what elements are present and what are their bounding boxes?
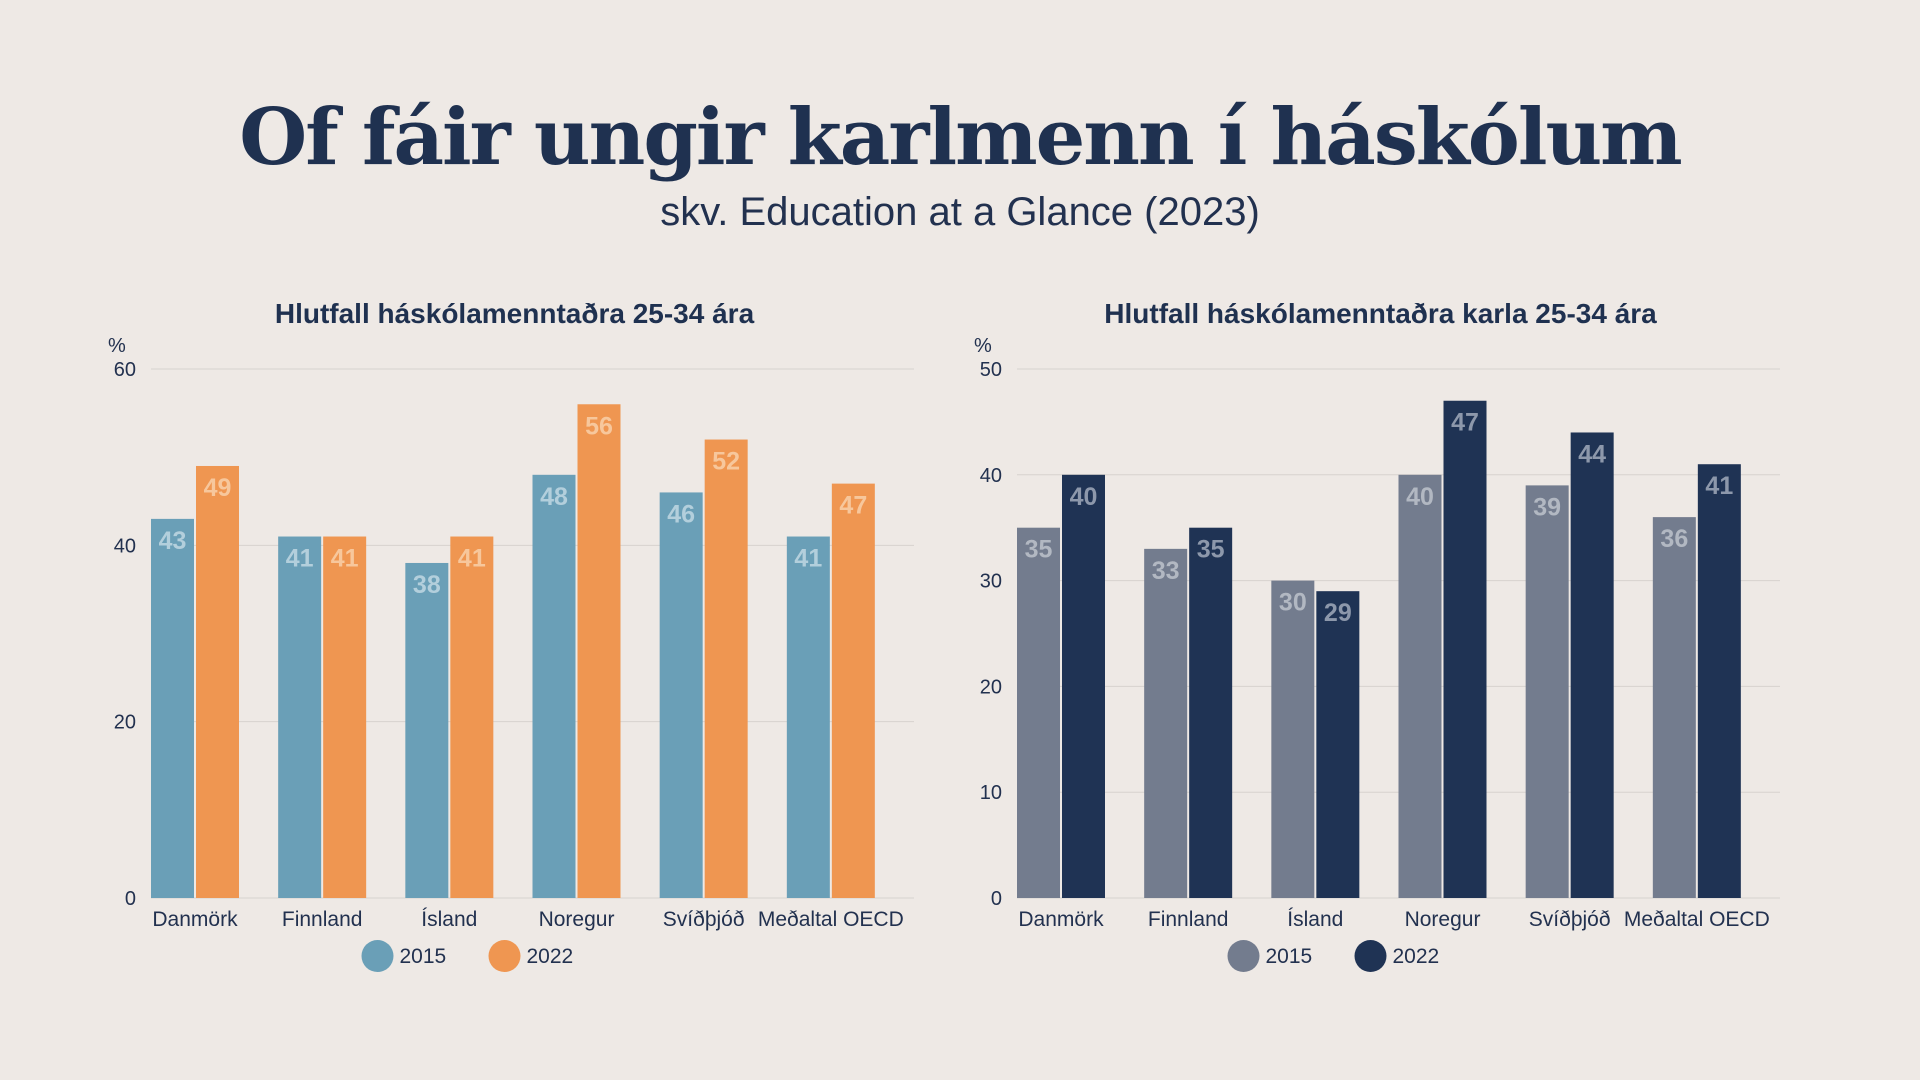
total-y-tick-label: 20 bbox=[114, 712, 136, 734]
men-y-tick-label: 20 bbox=[980, 676, 1002, 698]
men-legend-label: 2022 bbox=[1393, 945, 1440, 968]
men-y-tick-label: 0 bbox=[991, 888, 1002, 910]
men-bar-2022 bbox=[1570, 432, 1614, 898]
total-y-tick-label: 0 bbox=[125, 888, 136, 910]
total-legend-swatch-2015 bbox=[361, 940, 394, 972]
men-bar-2015 bbox=[1271, 580, 1315, 898]
total-category-label: Meðaltal OECD bbox=[758, 908, 904, 931]
total-legend-label: 2015 bbox=[400, 945, 447, 968]
total-y-tick-label: 40 bbox=[114, 535, 136, 557]
men-bar-2022 bbox=[1316, 591, 1360, 898]
men-bar-value-label: 47 bbox=[1451, 409, 1479, 437]
total-bar-2022 bbox=[831, 483, 875, 898]
men-bar-value-label: 40 bbox=[1070, 483, 1098, 511]
men-y-tick-label: 30 bbox=[980, 571, 1002, 593]
men-category-label: Ísland bbox=[1287, 908, 1343, 931]
total-bar-2022 bbox=[704, 439, 748, 898]
men-bar-value-label: 35 bbox=[1025, 536, 1053, 564]
total-bar-value-label: 41 bbox=[794, 545, 822, 573]
men-bar-2015 bbox=[1017, 527, 1060, 898]
total-y-tick-label: 60 bbox=[114, 359, 136, 381]
total-bar-value-label: 52 bbox=[712, 448, 740, 476]
total-bar-2022 bbox=[577, 404, 621, 898]
men-category-label: Svíðþjóð bbox=[1529, 908, 1611, 931]
men-y-tick-label: 50 bbox=[980, 359, 1002, 381]
total-legend-label: 2022 bbox=[527, 945, 574, 968]
men-category-label: Danmörk bbox=[1018, 908, 1104, 931]
men-bar-2022 bbox=[1062, 474, 1105, 898]
total-bar-value-label: 41 bbox=[286, 545, 314, 573]
total-category-label: Svíðþjóð bbox=[663, 908, 745, 931]
total-bar-2022 bbox=[450, 536, 494, 898]
total-bar-2022 bbox=[196, 465, 239, 898]
page-subtitle: skv. Education at a Glance (2023) bbox=[660, 190, 1260, 234]
total-bar-value-label: 43 bbox=[159, 527, 187, 555]
men-y-tick-label: 10 bbox=[980, 782, 1002, 804]
men-bar-value-label: 39 bbox=[1533, 493, 1561, 521]
men-bar-value-label: 30 bbox=[1279, 589, 1307, 617]
total-legend-swatch-2022 bbox=[488, 940, 521, 972]
total-bar-2015 bbox=[532, 474, 576, 898]
total-bar-value-label: 46 bbox=[667, 500, 695, 528]
total-bar-value-label: 38 bbox=[413, 571, 441, 599]
men-category-label: Finnland bbox=[1148, 908, 1229, 931]
total-bar-2015 bbox=[278, 536, 322, 898]
chart-men: Hlutfall háskólamenntaðra karla 25-34 ár… bbox=[974, 298, 1780, 972]
total-unit-label: % bbox=[108, 335, 126, 357]
men-bar-2022 bbox=[1697, 464, 1741, 898]
total-bar-2015 bbox=[405, 562, 449, 898]
total-title: Hlutfall háskólamenntaðra 25-34 ára bbox=[275, 298, 755, 329]
total-bar-value-label: 41 bbox=[331, 545, 359, 573]
men-bar-2015 bbox=[1398, 474, 1442, 898]
total-bar-2015 bbox=[659, 492, 703, 898]
men-y-tick-label: 40 bbox=[980, 465, 1002, 487]
men-bar-2022 bbox=[1189, 527, 1233, 898]
men-bar-value-label: 29 bbox=[1324, 599, 1352, 627]
total-bar-2015 bbox=[786, 536, 830, 898]
men-legend-swatch-2022 bbox=[1354, 940, 1387, 972]
total-bar-value-label: 56 bbox=[585, 412, 613, 440]
total-category-label: Finnland bbox=[282, 908, 363, 931]
men-bar-value-label: 36 bbox=[1660, 525, 1688, 553]
total-bar-value-label: 49 bbox=[204, 474, 232, 502]
men-bar-2015 bbox=[1525, 485, 1569, 898]
total-category-label: Danmörk bbox=[152, 908, 238, 931]
total-category-label: Noregur bbox=[539, 908, 615, 931]
men-unit-label: % bbox=[974, 335, 992, 357]
men-bar-value-label: 40 bbox=[1406, 483, 1434, 511]
total-bar-2022 bbox=[323, 536, 367, 898]
total-bar-2015 bbox=[151, 518, 194, 898]
men-bar-2015 bbox=[1652, 517, 1696, 898]
total-category-label: Ísland bbox=[421, 908, 477, 931]
chart-total: Hlutfall háskólamenntaðra 25-34 ára% 0 20 4… bbox=[108, 298, 914, 972]
men-legend-label: 2015 bbox=[1266, 945, 1313, 968]
men-category-label: Noregur bbox=[1405, 908, 1481, 931]
men-title: Hlutfall háskólamenntaðra karla 25-34 ár… bbox=[1104, 298, 1657, 329]
page-title: Of fáir ungir karlmenn í háskólum bbox=[239, 92, 1682, 183]
men-bar-2022 bbox=[1443, 400, 1487, 898]
total-bar-value-label: 41 bbox=[458, 545, 486, 573]
men-bar-2015 bbox=[1144, 548, 1188, 898]
men-bar-value-label: 41 bbox=[1705, 472, 1733, 500]
total-bar-value-label: 48 bbox=[540, 483, 568, 511]
total-bar-value-label: 47 bbox=[839, 492, 867, 520]
men-bar-value-label: 44 bbox=[1578, 440, 1606, 468]
men-bar-value-label: 35 bbox=[1197, 536, 1225, 564]
men-bar-value-label: 33 bbox=[1152, 557, 1180, 585]
men-category-label: Meðaltal OECD bbox=[1624, 908, 1770, 931]
men-legend-swatch-2015 bbox=[1227, 940, 1260, 972]
